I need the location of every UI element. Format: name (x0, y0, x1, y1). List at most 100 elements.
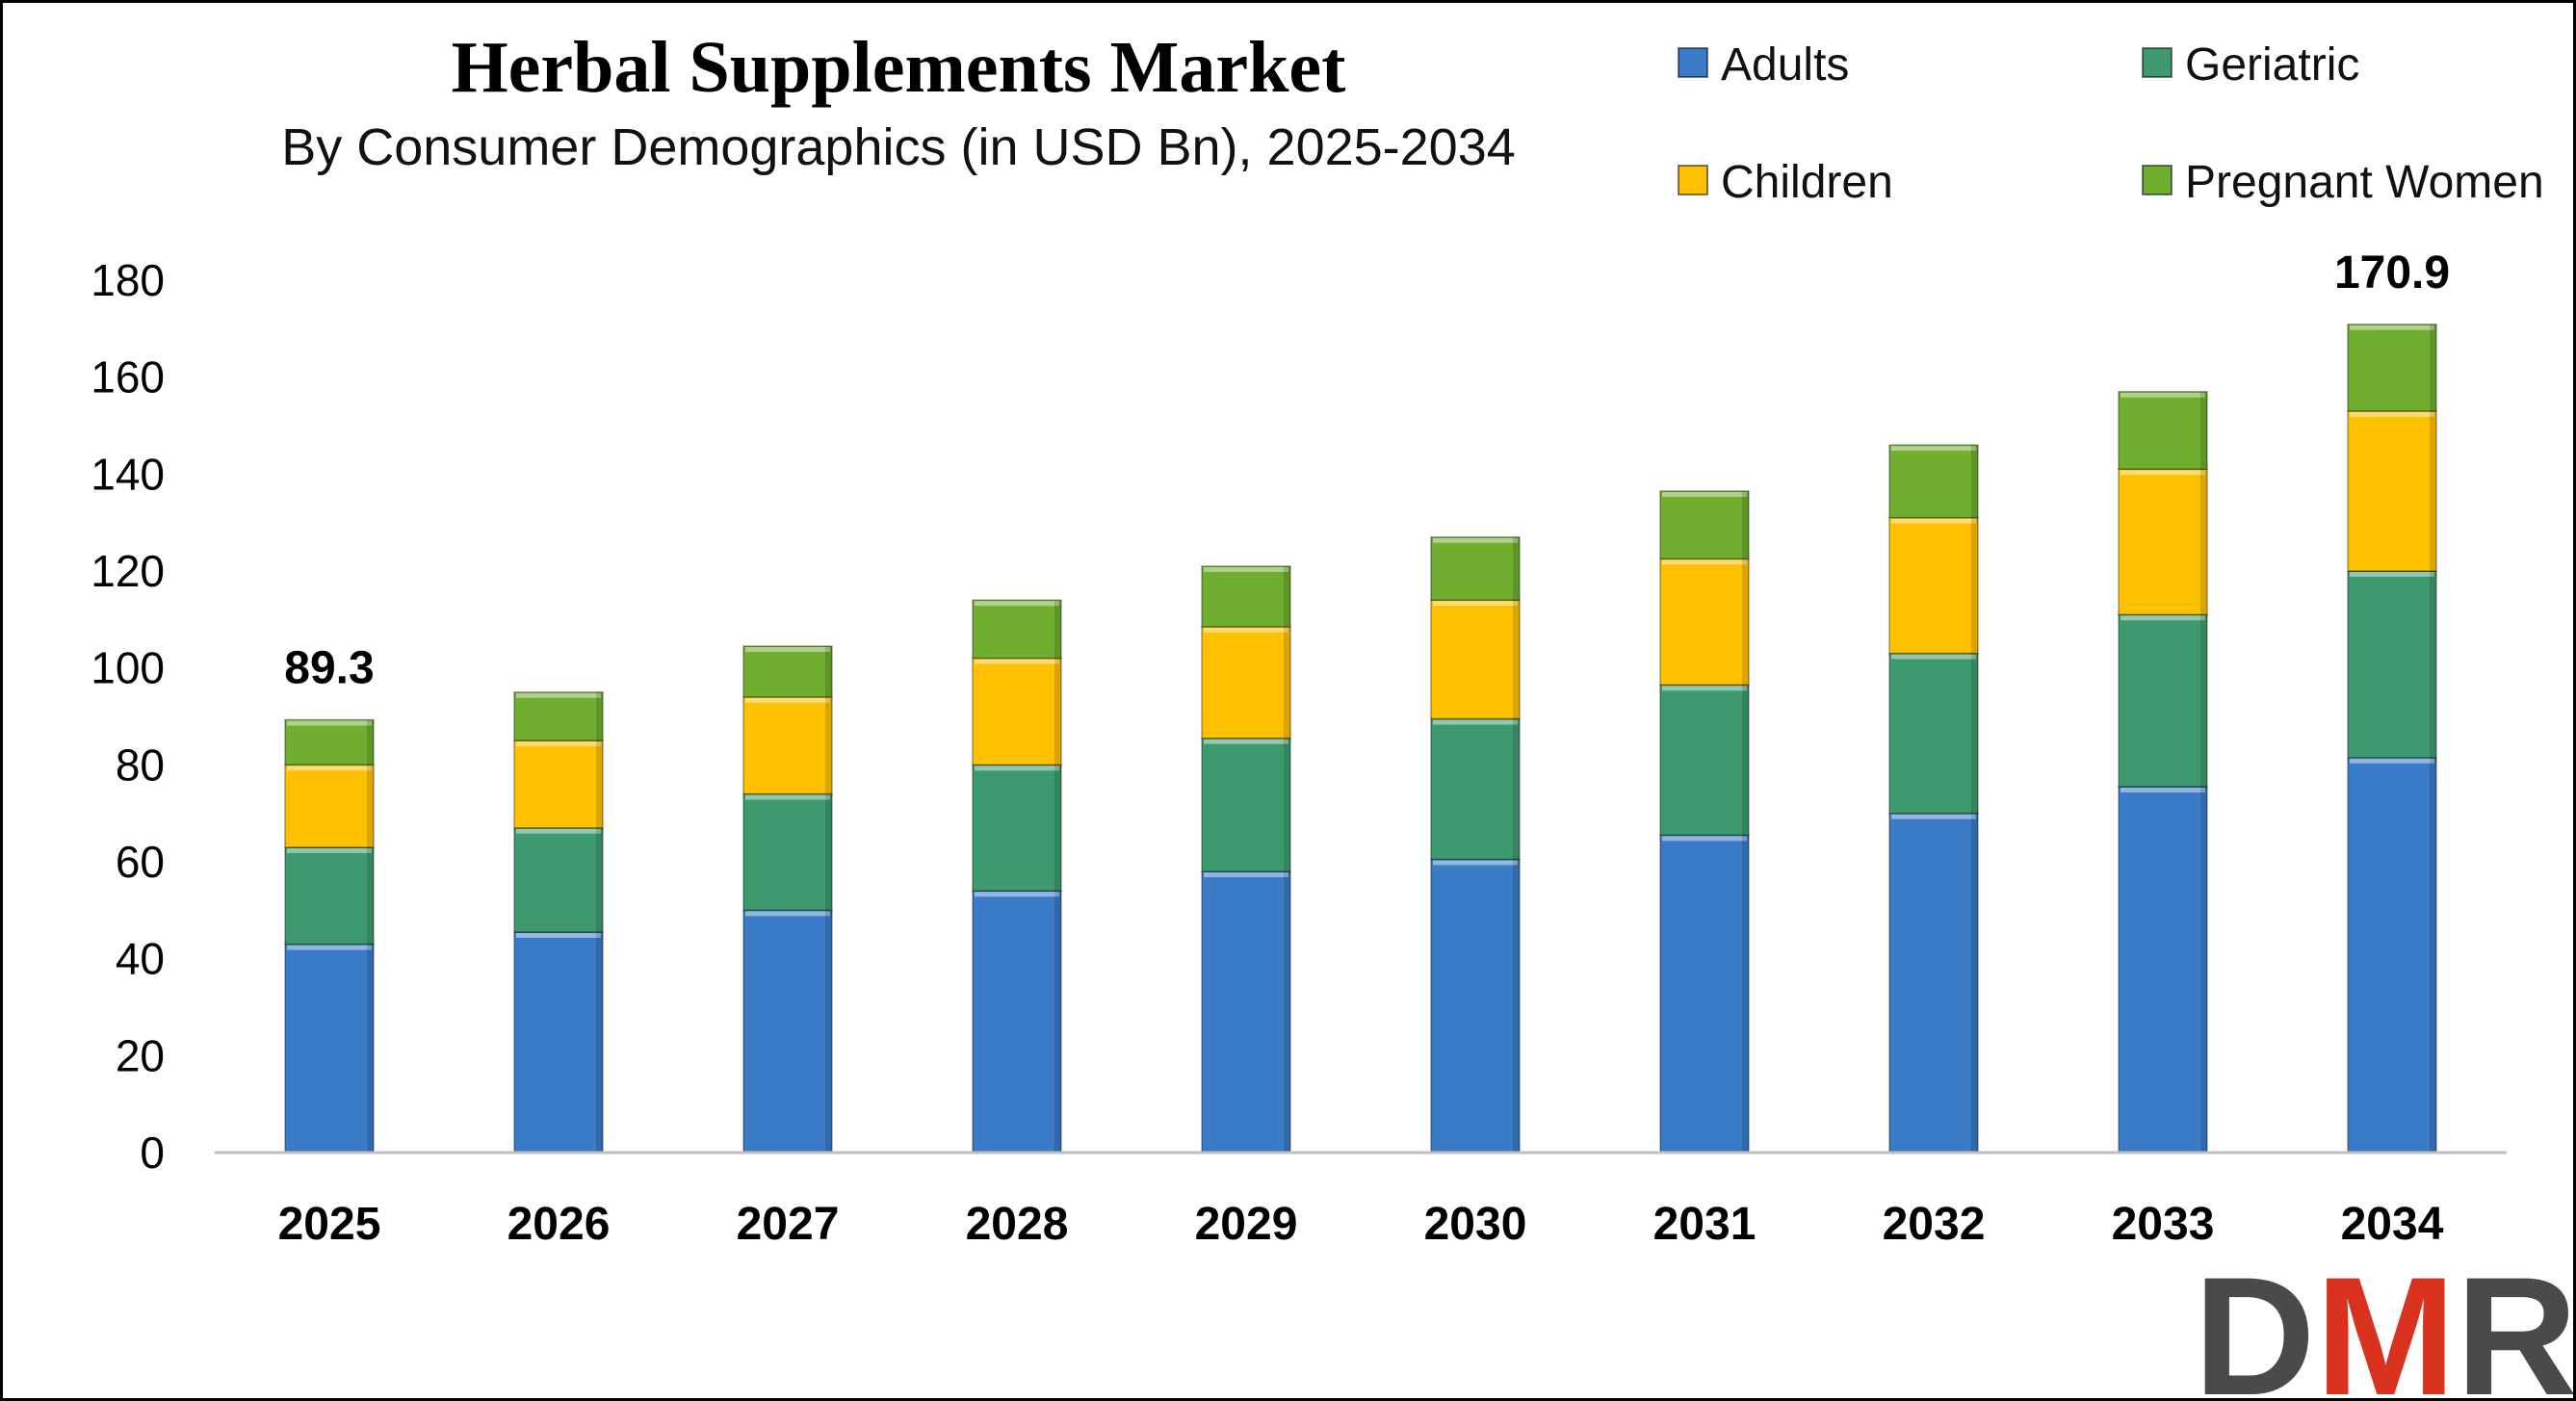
bar-shade (1054, 658, 1061, 765)
x-tick-label-2025: 2025 (278, 1199, 381, 1250)
bar-bevel (287, 847, 372, 853)
chart-subtitle: By Consumer Demographics (in USD Bn), 20… (281, 118, 1516, 176)
bar-segment-pregnant-women-2028 (972, 599, 1062, 660)
logo-letter-m: M (2315, 1243, 2456, 1398)
bar-shade (1742, 490, 1749, 559)
bar-shade (1742, 685, 1749, 836)
bar-shade (2200, 614, 2207, 787)
legend-label-geriatric: Geriatric (2185, 39, 2359, 91)
y-tick-label: 160 (91, 352, 165, 402)
bar-shade (2430, 410, 2436, 571)
bar-shade (825, 696, 832, 794)
legend-label-children: Children (1721, 157, 1893, 208)
bar-bevel (2350, 324, 2434, 330)
bar-shade (825, 910, 832, 1153)
bar-shade (1513, 718, 1520, 860)
bar-segment-children-2025 (284, 764, 375, 848)
bar-segment-geriatric-2029 (1201, 737, 1291, 872)
x-tick-label-2030: 2030 (1424, 1199, 1527, 1250)
legend-swatch-geriatric (2142, 47, 2173, 78)
bar-shade (596, 931, 603, 1153)
dmr-logo: DMR (2194, 1243, 2573, 1398)
bar-segment-pregnant-women-2032 (1888, 444, 1979, 519)
bar-shade (825, 646, 832, 697)
bar-shade (596, 691, 603, 741)
legend-item-adults: Adults (1678, 39, 1849, 91)
y-tick-label: 140 (91, 449, 165, 499)
legend-label-adults: Adults (1721, 39, 1849, 91)
bar-segment-children-2030 (1430, 599, 1521, 720)
bar-shade (2200, 391, 2207, 470)
bar-segment-pregnant-women-2034 (2347, 324, 2437, 412)
bar-shade (2430, 571, 2436, 758)
bar-segment-children-2033 (2118, 468, 2208, 616)
bar-segment-pregnant-women-2031 (1659, 490, 1750, 560)
bar-segment-geriatric-2027 (742, 792, 833, 912)
y-tick-label: 80 (116, 739, 165, 790)
bar-bevel (1204, 627, 1288, 633)
bar-bevel (1204, 566, 1288, 572)
dmr-logo-text: DMR (2194, 1243, 2573, 1398)
logo-letter-r: R (2456, 1243, 2573, 1398)
bar-shade (367, 846, 374, 945)
bar-shade (2430, 324, 2436, 411)
bar-bevel (1891, 814, 1976, 819)
bar-segment-adults-2032 (1888, 812, 1979, 1154)
bar-bevel (975, 659, 1059, 664)
total-annotations: 89.3 170.9 (284, 247, 2450, 694)
bar-segment-adults-2025 (284, 943, 375, 1154)
bar-bevel (287, 720, 372, 726)
bar-segment-geriatric-2030 (1430, 717, 1521, 861)
bar-shade (1971, 517, 1978, 654)
bar-segment-geriatric-2025 (284, 846, 375, 946)
y-axis: 0 20 40 60 80 100 120 140 160 180 (91, 255, 165, 1178)
chart-title: Herbal Supplements Market (452, 27, 1346, 108)
bar-bevel (516, 828, 601, 834)
x-tick-label-2033: 2033 (2112, 1199, 2215, 1250)
bar-shade (1742, 835, 1749, 1153)
bar-stack-2032 (1888, 444, 1979, 1154)
bar-bevel (2350, 572, 2434, 577)
bar-segment-children-2026 (513, 739, 604, 829)
bar-shade (367, 765, 374, 847)
y-tick-label: 40 (116, 934, 165, 984)
herbal-supplements-chart: Herbal Supplements Market By Consumer De… (91, 27, 2573, 1398)
bar-shade (1971, 653, 1978, 814)
bar-bevel (2350, 411, 2434, 417)
bars (284, 324, 2437, 1154)
x-tick-label-2028: 2028 (966, 1199, 1069, 1250)
bar-shade (367, 719, 374, 765)
bar-bevel (516, 741, 601, 747)
bar-segment-geriatric-2032 (1888, 652, 1979, 815)
bar-bevel (1662, 836, 1747, 842)
bar-bevel (1662, 491, 1747, 497)
legend-swatch-pregnant-women (2142, 165, 2173, 195)
bar-segment-children-2027 (742, 696, 833, 795)
bar-stack-2025 (284, 718, 375, 1154)
bar-shade (2430, 757, 2436, 1153)
y-tick-label: 120 (91, 546, 165, 596)
bar-shade (1054, 600, 1061, 659)
bar-shade (596, 740, 603, 828)
bar-bevel (1891, 654, 1976, 660)
bar-shade (2200, 786, 2207, 1153)
total-label-2025: 89.3 (284, 643, 374, 694)
bar-segment-geriatric-2034 (2347, 570, 2437, 759)
bar-bevel (1433, 719, 1518, 725)
bar-segment-geriatric-2031 (1659, 684, 1750, 837)
bar-segment-adults-2028 (972, 890, 1062, 1154)
bar-shade (1054, 891, 1061, 1153)
bar-segment-children-2032 (1888, 516, 1979, 655)
x-axis: 2025 2026 2027 2028 2029 2030 2031 2032 2033 2034 (215, 1151, 2507, 1250)
bar-shade (1054, 765, 1061, 892)
bar-shade (1513, 600, 1520, 719)
bar-bevel (745, 794, 830, 800)
bar-shade (825, 793, 832, 911)
bar-stack-2027 (742, 645, 833, 1154)
bar-stack-2031 (1659, 490, 1750, 1154)
bar-bevel (1204, 872, 1288, 878)
x-tick-label-2026: 2026 (507, 1199, 611, 1250)
bar-shade (1513, 536, 1520, 601)
y-tick-label: 0 (140, 1128, 165, 1178)
